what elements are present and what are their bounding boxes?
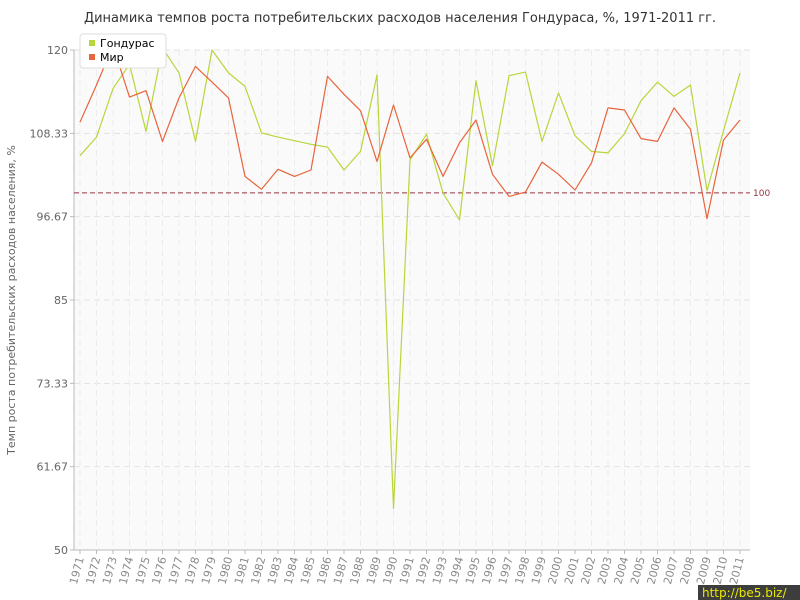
legend-swatch-honduras — [89, 40, 95, 46]
watermark-background — [698, 585, 800, 600]
series-line-honduras — [79, 47, 741, 510]
grid-lines — [74, 49, 750, 550]
y-tick-label: 108.33 — [30, 127, 69, 140]
series-line-world — [79, 45, 741, 220]
x-axis-ticks: 1971197219731974197519761977197819791980… — [67, 550, 747, 586]
y-axis-label: Темп роста потребительских расходов насе… — [5, 145, 18, 456]
reference-line-label: 100 — [753, 189, 770, 199]
legend-swatch-world — [89, 54, 95, 60]
y-tick-label: 96.67 — [37, 211, 69, 224]
reference-line-100: 100 — [74, 189, 770, 199]
legend-label-world: Мир — [100, 51, 124, 64]
y-tick-label: 50 — [54, 544, 68, 557]
chart-title: Динамика темпов роста потребительских ра… — [84, 11, 716, 26]
legend-label-honduras: Гондурас — [100, 37, 155, 50]
series-lines — [79, 45, 741, 510]
y-tick-label: 120 — [47, 44, 68, 57]
y-tick-label: 73.33 — [37, 377, 69, 390]
legend: Гондурас Мир — [79, 33, 167, 69]
y-axis-ticks: 50 61.67 73.33 85 96.67 108.33 120 — [30, 44, 74, 557]
y-tick-label: 61.67 — [37, 461, 69, 474]
y-tick-label: 85 — [54, 294, 68, 307]
watermark: http://be5.biz/ — [702, 586, 787, 600]
legend-box — [79, 33, 167, 69]
